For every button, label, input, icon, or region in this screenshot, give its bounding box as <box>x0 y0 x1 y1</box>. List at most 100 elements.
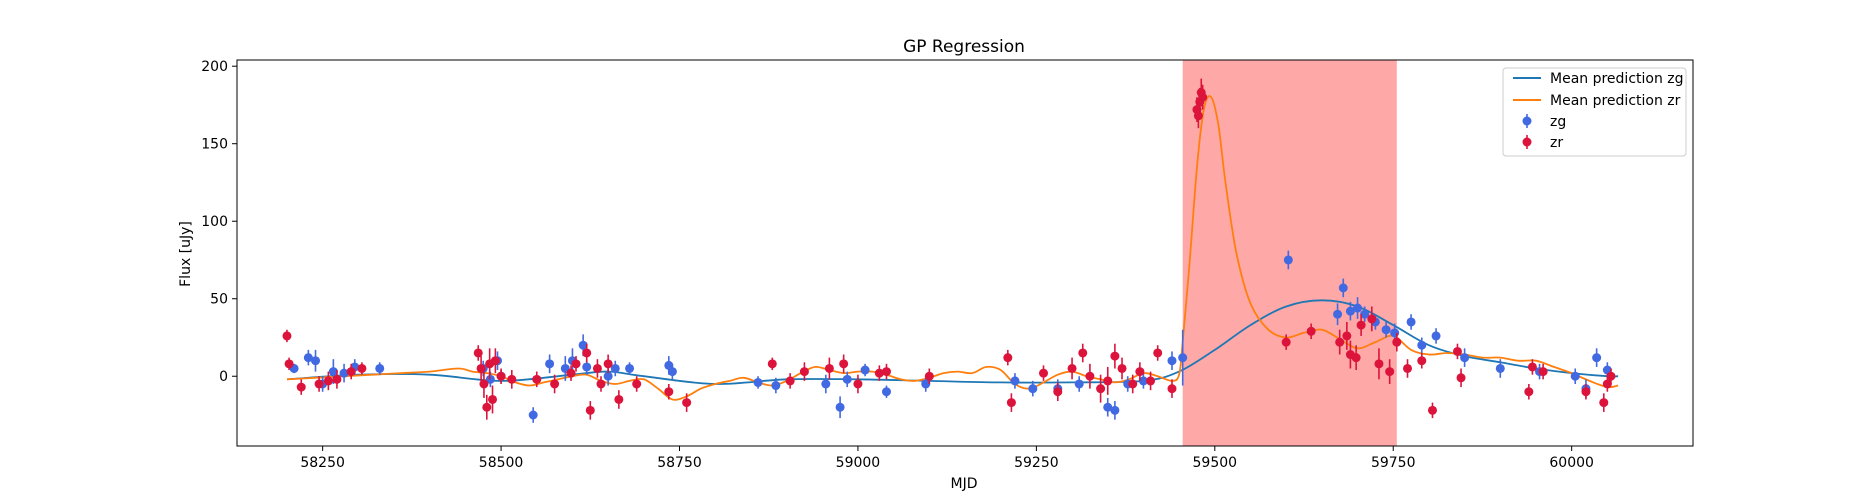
legend-label-zg-points: zg <box>1550 114 1566 130</box>
data-point-zr <box>323 371 333 391</box>
data-point-zr <box>1335 329 1345 355</box>
data-point-zr <box>1153 345 1163 361</box>
marker <box>1390 328 1400 338</box>
marker <box>1524 387 1534 397</box>
marker <box>1403 363 1413 373</box>
data-point-zg <box>842 371 852 388</box>
data-point-zr <box>1167 379 1177 398</box>
marker <box>1085 371 1095 381</box>
data-point-zr <box>1128 374 1138 394</box>
data-point-zg <box>1360 306 1370 322</box>
data-point-zr <box>682 393 692 412</box>
y-axis-label: Flux [uJy] <box>178 221 194 287</box>
marker <box>1345 306 1355 316</box>
marker <box>839 359 849 369</box>
marker <box>924 371 934 381</box>
data-point-zr <box>332 370 342 389</box>
data-point-zg <box>753 376 763 389</box>
marker <box>346 367 356 377</box>
marker <box>603 371 613 381</box>
marker <box>284 359 294 369</box>
marker <box>1338 283 1348 293</box>
marker <box>550 379 560 389</box>
marker <box>771 381 781 391</box>
data-point-zr <box>1198 84 1208 110</box>
marker <box>507 374 517 384</box>
marker <box>1353 303 1363 313</box>
data-point-zg <box>881 385 891 398</box>
marker <box>323 376 333 386</box>
data-point-zr <box>550 374 560 394</box>
data-point-zg <box>1178 329 1188 386</box>
marker <box>1606 371 1616 381</box>
data-point-zr <box>585 401 595 420</box>
data-point-zg <box>1353 297 1363 319</box>
data-point-zr <box>592 359 602 378</box>
data-point-zg <box>1495 359 1505 378</box>
marker <box>566 368 576 378</box>
marker <box>303 353 313 363</box>
marker <box>1431 331 1441 341</box>
marker <box>1460 353 1470 363</box>
data-point-zg <box>1028 380 1038 397</box>
data-point-zg <box>1345 301 1355 321</box>
data-point-zr <box>1110 343 1120 369</box>
data-point-zg <box>339 363 349 383</box>
marker <box>585 405 595 415</box>
marker <box>1167 356 1177 366</box>
legend-box <box>1502 67 1687 157</box>
data-point-zr <box>1538 363 1548 380</box>
data-point-zr <box>507 370 517 389</box>
marker <box>603 359 613 369</box>
data-point-zr <box>532 371 542 388</box>
marker <box>1495 363 1505 373</box>
marker <box>1039 368 1049 378</box>
marker <box>1110 351 1120 361</box>
axis-ticks: 58250 58500 58750 59000 59250 59500 59750 60000… <box>201 59 1594 471</box>
data-point-zg <box>311 349 321 372</box>
x-axis-label: MJD <box>951 476 978 492</box>
marker <box>592 363 602 373</box>
data-point-zr <box>1039 365 1049 381</box>
marker <box>1135 367 1145 377</box>
data-point-zg <box>667 363 677 380</box>
marker <box>357 363 367 373</box>
marker <box>1456 373 1466 383</box>
data-point-zr <box>1527 359 1537 375</box>
marker <box>1283 255 1293 265</box>
marker <box>314 379 324 389</box>
data-point-zg <box>303 349 313 366</box>
marker <box>339 368 349 378</box>
marker <box>1527 362 1537 372</box>
data-point-zr <box>596 376 606 392</box>
data-point-zg <box>610 360 620 377</box>
x-tick-label: 58500 <box>479 455 524 471</box>
marker <box>1342 331 1352 341</box>
x-tick-label: 59250 <box>1014 455 1059 471</box>
data-point-zr <box>357 362 367 375</box>
marker <box>860 365 870 375</box>
marker <box>1417 356 1427 366</box>
data-point-zr <box>1103 366 1113 395</box>
data-point-zr <box>1135 362 1145 381</box>
data-point-zr <box>924 368 934 384</box>
marker <box>632 379 642 389</box>
data-point-zg <box>1431 328 1441 344</box>
x-tick-label: 60000 <box>1549 455 1594 471</box>
data-point-zr <box>1581 383 1591 400</box>
data-point-zr <box>1456 368 1466 388</box>
marker <box>1356 320 1366 330</box>
marker <box>1392 337 1402 347</box>
data-point-zr <box>1351 345 1361 371</box>
marker <box>1110 405 1120 415</box>
legend-marker-zr <box>1522 137 1532 147</box>
marker <box>1351 353 1361 363</box>
marker <box>1452 346 1462 356</box>
data-point-zr <box>1392 332 1402 352</box>
data-point-zr <box>1524 383 1534 400</box>
data-point-zg <box>1167 351 1177 371</box>
data-point-zr <box>824 357 834 380</box>
data-point-zr <box>1146 371 1156 391</box>
data-point-zr <box>1417 352 1427 369</box>
